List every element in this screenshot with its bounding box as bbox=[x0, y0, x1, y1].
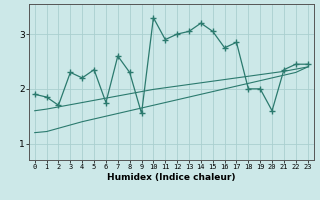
X-axis label: Humidex (Indice chaleur): Humidex (Indice chaleur) bbox=[107, 173, 236, 182]
